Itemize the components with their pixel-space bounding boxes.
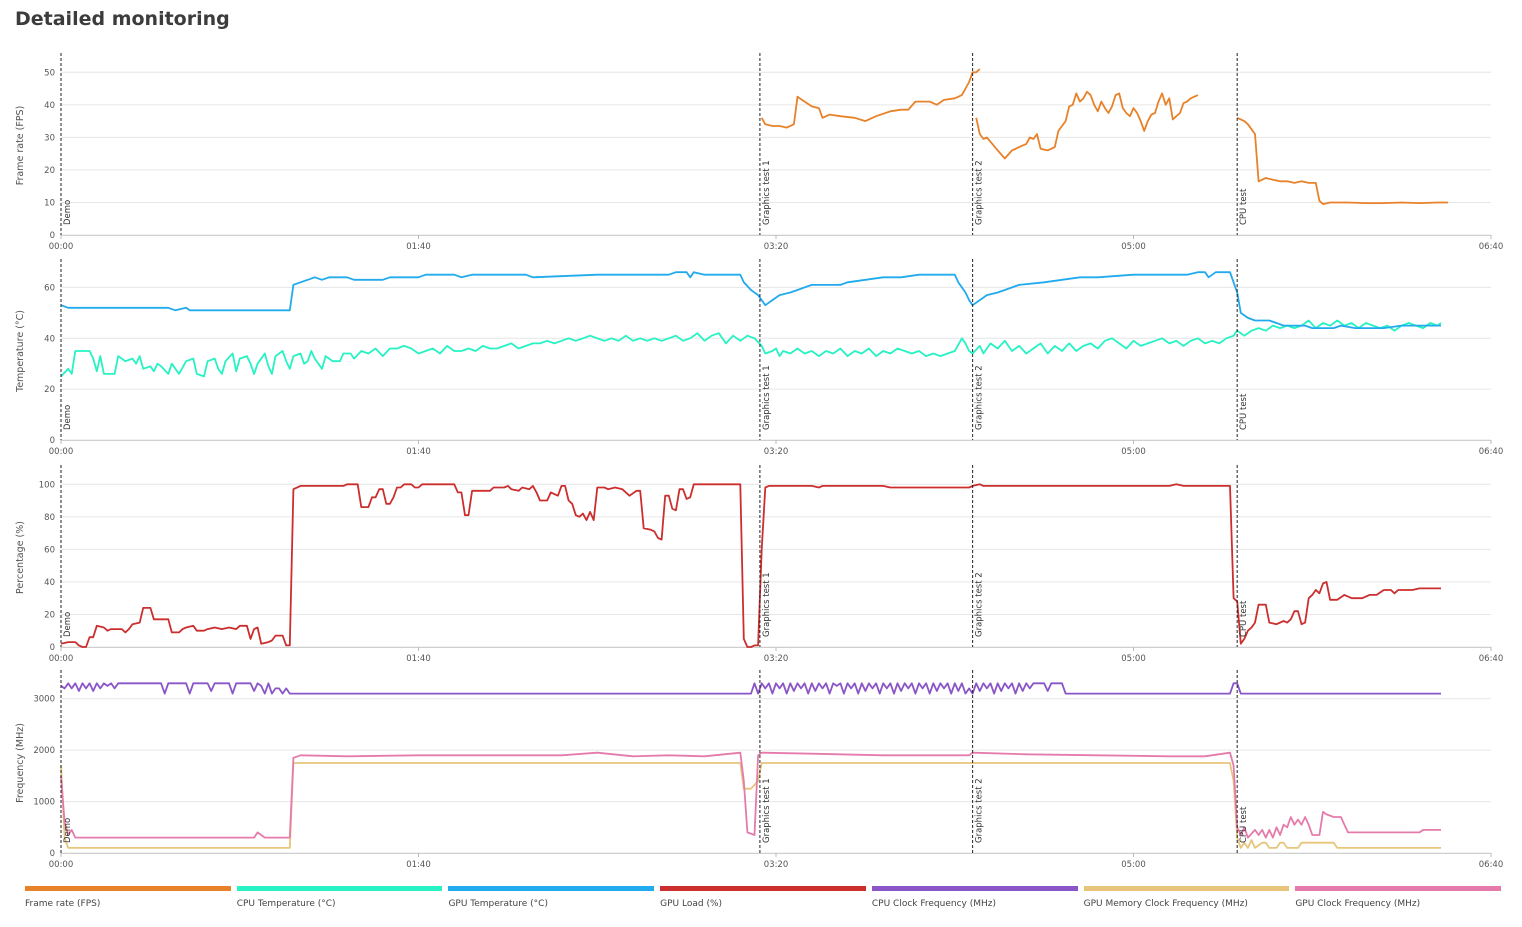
x-tick-label: 00:00	[49, 654, 74, 664]
y-tick-label: 0	[50, 643, 55, 653]
chart-panel-3: 0 20 40 60 80 100 00:00 01:40 03:20 05:00 06:40 Per…	[15, 465, 1503, 664]
legend-swatch	[660, 886, 866, 891]
x-tick-label: 03:20	[764, 654, 789, 664]
legend-item[interactable]: CPU Clock Frequency (MHz)	[871, 886, 1078, 909]
x-tick-label: 03:20	[764, 447, 789, 457]
legend-label: GPU Memory Clock Frequency (MHz)	[1083, 899, 1248, 909]
y-tick-label: 60	[44, 283, 55, 293]
y-tick-label: 20	[44, 166, 55, 176]
y-tick-label: 0	[50, 849, 55, 859]
test-marker-label: Graphics test 1	[762, 365, 772, 430]
series-line-4-3	[60, 751, 1441, 839]
x-tick-label: 01:40	[406, 447, 431, 457]
y-tick-label: 2000	[33, 746, 55, 756]
test-marker-label: CPU test	[1239, 393, 1249, 430]
page-title: Detailed monitoring	[15, 8, 230, 30]
y-tick-label: 3000	[33, 695, 55, 705]
y-tick-label: 40	[44, 578, 55, 588]
x-tick-label: 05:00	[1121, 654, 1146, 664]
legend-label: Frame rate (FPS)	[25, 899, 101, 909]
legend-swatch	[448, 886, 655, 891]
test-marker-label: Graphics test 2	[975, 572, 985, 637]
test-marker-label: CPU test	[1239, 188, 1249, 225]
legend-label: GPU Clock Frequency (MHz)	[1295, 899, 1421, 909]
y-tick-label: 20	[44, 610, 55, 620]
legend-swatch	[25, 886, 231, 891]
test-marker-label: Demo	[63, 612, 73, 637]
series-line-1-1	[760, 68, 1449, 205]
legend: Frame rate (FPS) CPU Temperature (°C) GPU …	[25, 886, 1502, 909]
test-marker-label: CPU test	[1239, 600, 1249, 637]
legend-swatch	[1295, 886, 1502, 891]
x-tick-label: 00:00	[49, 860, 74, 870]
test-marker-label: CPU test	[1239, 806, 1249, 843]
test-marker-label: Demo	[63, 818, 73, 843]
y-axis-label: Frame rate (FPS)	[15, 106, 26, 186]
monitoring-charts: 0 10 20 30 40 50 00:00 01:40 03:20 05:00 06:40 Fram…	[15, 53, 1503, 870]
legend-item[interactable]: GPU Clock Frequency (MHz)	[1295, 886, 1502, 909]
legend-label: CPU Clock Frequency (MHz)	[871, 899, 996, 909]
y-tick-label: 10	[44, 198, 55, 208]
y-tick-label: 100	[39, 480, 55, 490]
x-tick-label: 03:20	[764, 242, 789, 252]
y-tick-label: 0	[50, 436, 55, 446]
y-tick-label: 80	[44, 513, 55, 523]
test-marker-label: Graphics test 1	[762, 160, 772, 225]
x-tick-label: 03:20	[764, 860, 789, 870]
legend-item[interactable]: GPU Memory Clock Frequency (MHz)	[1083, 886, 1290, 909]
x-tick-label: 05:00	[1121, 242, 1146, 252]
x-tick-label: 06:40	[1479, 242, 1504, 252]
x-tick-label: 00:00	[49, 242, 74, 252]
y-tick-label: 40	[44, 334, 55, 344]
test-marker-label: Graphics test 1	[762, 778, 772, 843]
y-tick-label: 60	[44, 545, 55, 555]
y-tick-label: 30	[44, 133, 55, 143]
x-tick-label: 05:00	[1121, 860, 1146, 870]
x-tick-label: 01:40	[406, 654, 431, 664]
legend-item[interactable]: CPU Temperature (°C)	[236, 886, 443, 909]
y-axis-label: Percentage (%)	[15, 521, 26, 594]
series-line-2-1	[60, 319, 1442, 378]
test-marker-label: Graphics test 1	[762, 572, 772, 637]
y-tick-label: 40	[44, 101, 55, 111]
legend-swatch	[236, 886, 443, 891]
y-axis-label: Frequency (MHz)	[15, 723, 26, 803]
y-tick-label: 20	[44, 385, 55, 395]
y-tick-label: 1000	[33, 798, 55, 808]
x-tick-label: 05:00	[1121, 447, 1146, 457]
x-tick-label: 00:00	[49, 447, 74, 457]
x-tick-label: 06:40	[1479, 860, 1504, 870]
x-tick-label: 06:40	[1479, 654, 1504, 664]
chart-panel-1: 0 10 20 30 40 50 00:00 01:40 03:20 05:00 06:40 Fram…	[15, 53, 1503, 252]
y-tick-label: 50	[44, 68, 55, 78]
legend-label: GPU Temperature (°C)	[448, 899, 548, 909]
legend-swatch	[871, 886, 1078, 891]
test-marker-label: Graphics test 2	[975, 365, 985, 430]
legend-item[interactable]: GPU Load (%)	[660, 886, 866, 909]
x-tick-label: 06:40	[1479, 447, 1504, 457]
test-marker-label: Graphics test 2	[975, 778, 985, 843]
legend-label: CPU Temperature (°C)	[236, 899, 336, 909]
x-tick-label: 01:40	[406, 860, 431, 870]
legend-label: GPU Load (%)	[660, 899, 723, 909]
y-axis-label: Temperature (°C)	[15, 310, 26, 393]
test-marker-label: Demo	[63, 200, 73, 225]
legend-item[interactable]: Frame rate (FPS)	[25, 886, 231, 909]
series-line-3-1	[60, 483, 1441, 648]
y-tick-label: 0	[50, 231, 55, 241]
chart-panel-4: 0 1000 2000 3000 00:00 01:40 03:20 05:00 06:40 Fr…	[15, 670, 1503, 870]
test-marker-label: Graphics test 2	[975, 160, 985, 225]
legend-swatch	[1083, 886, 1290, 891]
test-marker-label: Demo	[63, 405, 73, 430]
series-line-2-2	[60, 271, 1441, 329]
chart-panel-2: 0 20 40 60 00:00 01:40 03:20 05:00 06:40 Temperat…	[15, 259, 1503, 457]
legend-item[interactable]: GPU Temperature (°C)	[448, 886, 655, 909]
series-line-4-1	[60, 682, 1441, 695]
x-tick-label: 01:40	[406, 242, 431, 252]
